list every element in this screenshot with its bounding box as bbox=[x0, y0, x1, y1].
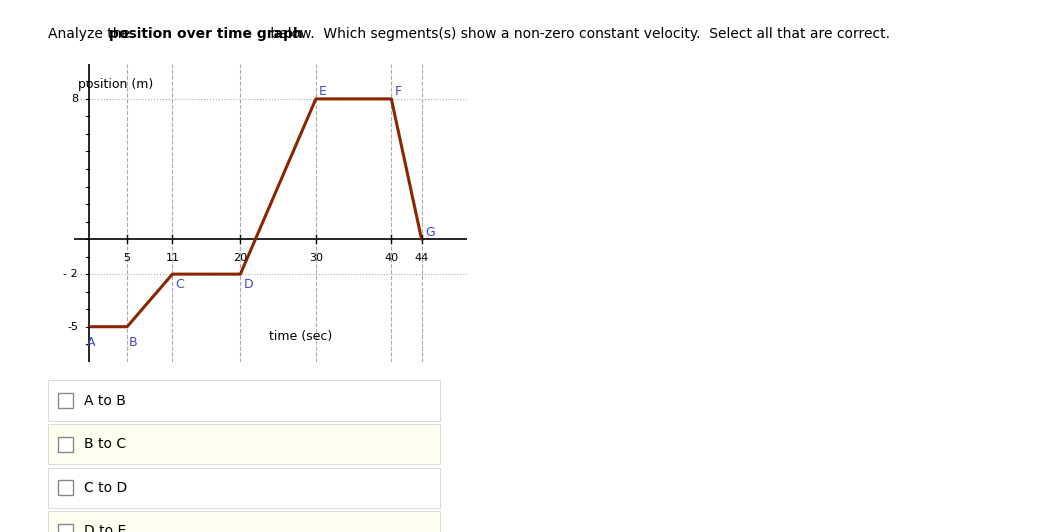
Text: 20: 20 bbox=[233, 253, 247, 263]
Text: Analyze the: Analyze the bbox=[48, 27, 134, 40]
Text: 11: 11 bbox=[166, 253, 179, 263]
Text: E: E bbox=[319, 85, 327, 98]
Text: B to C: B to C bbox=[84, 437, 126, 451]
Text: - 2: - 2 bbox=[64, 269, 79, 279]
Text: D: D bbox=[243, 278, 253, 291]
Text: A to B: A to B bbox=[84, 394, 125, 408]
Text: F: F bbox=[395, 85, 401, 98]
Text: 40: 40 bbox=[384, 253, 399, 263]
Text: D to E: D to E bbox=[84, 525, 126, 532]
Text: G: G bbox=[425, 226, 435, 238]
Text: position (m): position (m) bbox=[79, 78, 153, 91]
Text: 30: 30 bbox=[309, 253, 323, 263]
Text: 8: 8 bbox=[71, 94, 79, 104]
Text: time (sec): time (sec) bbox=[269, 330, 332, 343]
Text: C to D: C to D bbox=[84, 481, 127, 495]
Text: -5: -5 bbox=[67, 322, 79, 332]
Text: 44: 44 bbox=[415, 253, 429, 263]
Text: 5: 5 bbox=[124, 253, 131, 263]
Text: position over time graph: position over time graph bbox=[109, 27, 303, 40]
Text: A: A bbox=[87, 336, 95, 349]
Text: B: B bbox=[128, 336, 137, 349]
Text: below.  Which segments(s) show a non-zero constant velocity.  Select all that ar: below. Which segments(s) show a non-zero… bbox=[266, 27, 890, 40]
Text: C: C bbox=[175, 278, 185, 291]
